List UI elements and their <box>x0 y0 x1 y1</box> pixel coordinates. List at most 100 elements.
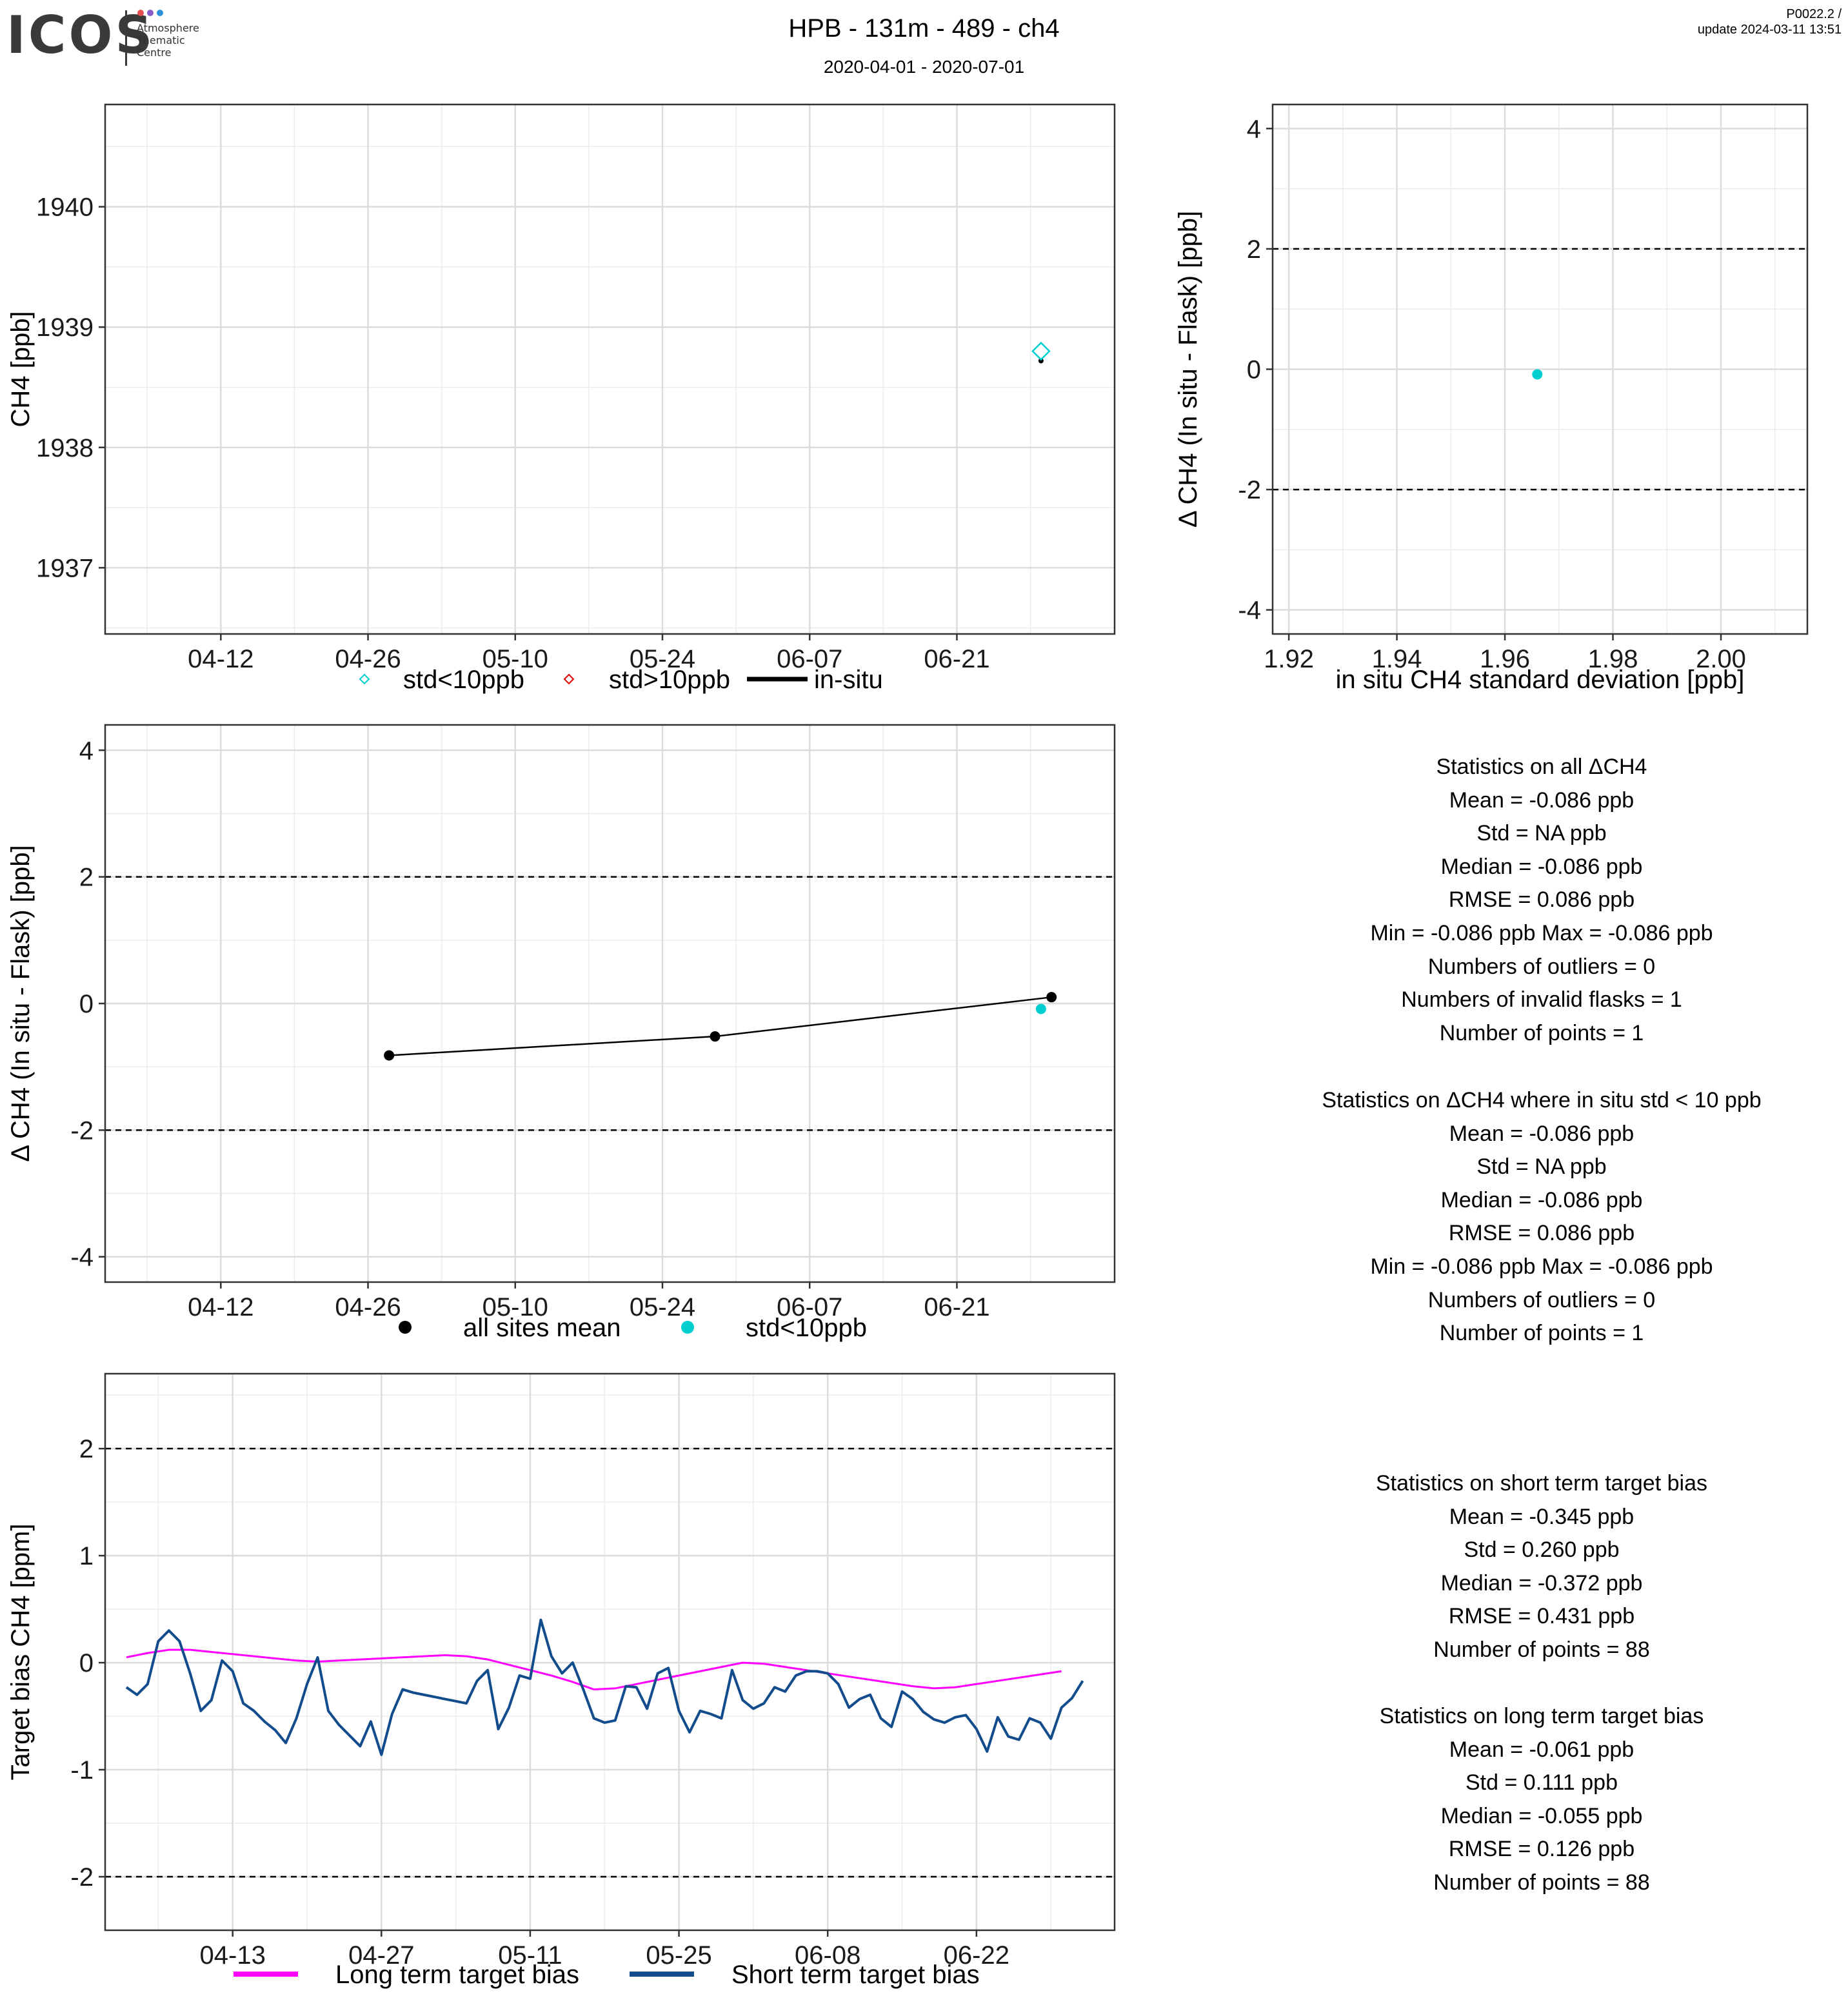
x-tick-label: 05-24 <box>630 1293 695 1321</box>
logo-dot <box>147 10 154 16</box>
y-tick-label: -4 <box>1238 597 1261 625</box>
stats-line: Mean = -0.061 ppb <box>1449 1737 1634 1762</box>
stats-line: Median = -0.086 ppb <box>1440 854 1643 879</box>
y-tick-label: 2 <box>79 864 94 892</box>
legend-diamond-icon <box>563 673 575 685</box>
x-tick-label: 05-10 <box>482 1293 548 1321</box>
x-tick-label: 06-07 <box>777 645 842 673</box>
stats-short-term: Statistics on short term target bias Mea… <box>1258 1467 1825 1667</box>
std-lt-10-point <box>1035 1004 1046 1014</box>
legend-dot-icon <box>681 1321 694 1334</box>
x-tick-label: 05-24 <box>630 645 695 673</box>
logo-sub-line: Atmosphere <box>137 22 199 34</box>
all-sites-mean-point <box>384 1050 395 1061</box>
legend-label: all sites mean <box>463 1314 621 1342</box>
y-tick-label: 4 <box>79 737 94 765</box>
std-lt-10-point <box>1532 369 1543 380</box>
stats-line: Mean = -0.345 ppb <box>1449 1504 1634 1529</box>
stats-std-delta: Statistics on ΔCH4 where in situ std < 1… <box>1258 1084 1825 1350</box>
stats-line: Median = -0.086 ppb <box>1440 1187 1643 1212</box>
stats-line: Std = 0.260 ppb <box>1464 1537 1620 1563</box>
legend: all sites mean std<10ppb <box>399 1314 867 1342</box>
legend-label: in-situ <box>814 666 883 694</box>
stats-all-delta: Statistics on all ΔCH4 Mean = -0.086 ppb… <box>1258 751 1825 1050</box>
update-label: update 2024-03-11 13:51 <box>1697 23 1842 37</box>
plot-frame <box>104 1372 1116 1932</box>
stats-line: Statistics on ΔCH4 where in situ std < 1… <box>1322 1088 1762 1112</box>
chart-delta_timeseries: -4 -2 0 2 4 04-12 04-26 05-10 05-24 06-07 06-21 Δ C… <box>6 724 1116 1342</box>
x-tick-label: 06-08 <box>795 1941 860 1970</box>
stats-line: Median = -0.055 ppb <box>1440 1803 1643 1828</box>
legend: Long term target bias Short term target b… <box>233 1961 980 1989</box>
y-axis-title: Δ CH4 (In situ - Flask) [ppb] <box>6 845 35 1162</box>
logo-dots-icon <box>137 10 163 16</box>
version-info: P0022.2 / update 2024-03-11 13:51 <box>1698 6 1842 37</box>
stats-line: RMSE = 0.086 ppb <box>1448 1221 1635 1246</box>
logo-sub-line: Centre <box>137 46 172 59</box>
x-tick-label: 05-11 <box>498 1941 562 1970</box>
stats-line: Number of points = 88 <box>1433 1637 1650 1662</box>
x-tick-label: 06-22 <box>944 1941 1009 1970</box>
plot-frame <box>104 724 1116 1283</box>
stats-line: Number of points = 1 <box>1439 1020 1644 1045</box>
legend-label: Short term target bias <box>731 1961 980 1989</box>
stats-line: RMSE = 0.126 ppb <box>1448 1837 1635 1862</box>
stats-line: Numbers of invalid flasks = 1 <box>1401 987 1682 1013</box>
logo-divider <box>125 10 127 66</box>
y-tick-label: -1 <box>70 1756 94 1785</box>
x-tick-label: 05-25 <box>646 1941 711 1970</box>
y-tick-label: -2 <box>70 1863 94 1892</box>
y-tick-label: 0 <box>79 990 94 1018</box>
stats-line: Statistics on long term target bias <box>1379 1704 1704 1728</box>
x-tick-label: 2.00 <box>1696 645 1746 673</box>
logo-sub-line: Thematic <box>137 34 185 46</box>
chart-ch4_timeseries: 1937 1938 1939 1940 04-12 04-26 05-10 05-24 06-0… <box>6 103 1116 694</box>
x-tick-label: 06-21 <box>924 1293 989 1321</box>
stats-line: Number of points = 88 <box>1433 1870 1650 1895</box>
legend-label: std>10ppb <box>609 666 730 694</box>
long-term-bias-line <box>126 1648 1062 1691</box>
version-label: P0022.2 / <box>1786 7 1842 21</box>
y-tick-label: -4 <box>70 1243 94 1272</box>
stats-line: Min = -0.086 ppb Max = -0.086 ppb <box>1370 920 1713 945</box>
stats-line: Numbers of outliers = 0 <box>1427 954 1656 979</box>
x-tick-label: 06-21 <box>924 645 989 673</box>
legend-label: std<10ppb <box>403 666 524 694</box>
stats-line: Std = NA ppb <box>1476 1154 1607 1180</box>
stats-long-term: Statistics on long term target bias Mean… <box>1258 1700 1825 1900</box>
stats-line: Mean = -0.086 ppb <box>1449 787 1634 813</box>
page-title: HPB - 131m - 489 - ch4 <box>788 14 1060 43</box>
icos-logo: ICOS <box>6 5 155 65</box>
x-tick-label: 04-13 <box>200 1941 266 1970</box>
legend: std<10ppb std>10ppb in-situ <box>359 666 883 694</box>
x-tick-label: 1.96 <box>1480 645 1530 673</box>
stats-line: Number of points = 1 <box>1439 1321 1644 1346</box>
y-tick-label: 2 <box>79 1435 94 1463</box>
stats-line: RMSE = 0.431 ppb <box>1448 1604 1635 1629</box>
insitu-point <box>1038 358 1044 364</box>
std-lt-10-point <box>1031 341 1051 361</box>
y-axis-title: CH4 [ppb] <box>6 311 35 427</box>
all-sites-mean-point <box>710 1031 720 1042</box>
x-tick-label: 06-07 <box>777 1293 842 1321</box>
x-tick-label: 04-12 <box>188 645 253 673</box>
x-tick-label: 1.98 <box>1588 645 1638 673</box>
y-tick-label: 0 <box>1247 356 1261 384</box>
logo-subtitle: Atmosphere Thematic Centre <box>137 22 199 59</box>
y-tick-label: 2 <box>1247 235 1261 264</box>
short-term-bias-line <box>125 1618 1084 1756</box>
stats-line: Min = -0.086 ppb Max = -0.086 ppb <box>1370 1254 1713 1279</box>
stats-line: Numbers of outliers = 0 <box>1427 1287 1656 1312</box>
x-tick-label: 1.92 <box>1264 645 1314 673</box>
stats-line: Statistics on all ΔCH4 <box>1436 755 1647 779</box>
legend-dot-icon <box>399 1321 412 1334</box>
legend-label: Long term target bias <box>335 1961 579 1989</box>
stats-line: Mean = -0.086 ppb <box>1449 1121 1634 1146</box>
y-tick-label: -2 <box>1238 476 1261 504</box>
chart-target_bias: -2 -1 0 1 2 04-13 04-27 05-11 05-25 06-08 06-22 Tar… <box>6 1372 1116 1989</box>
logo-dot <box>137 10 144 16</box>
stats-line: RMSE = 0.086 ppb <box>1448 887 1635 913</box>
stats-line: Statistics on short term target bias <box>1376 1471 1707 1496</box>
y-tick-label: 4 <box>1247 115 1261 143</box>
